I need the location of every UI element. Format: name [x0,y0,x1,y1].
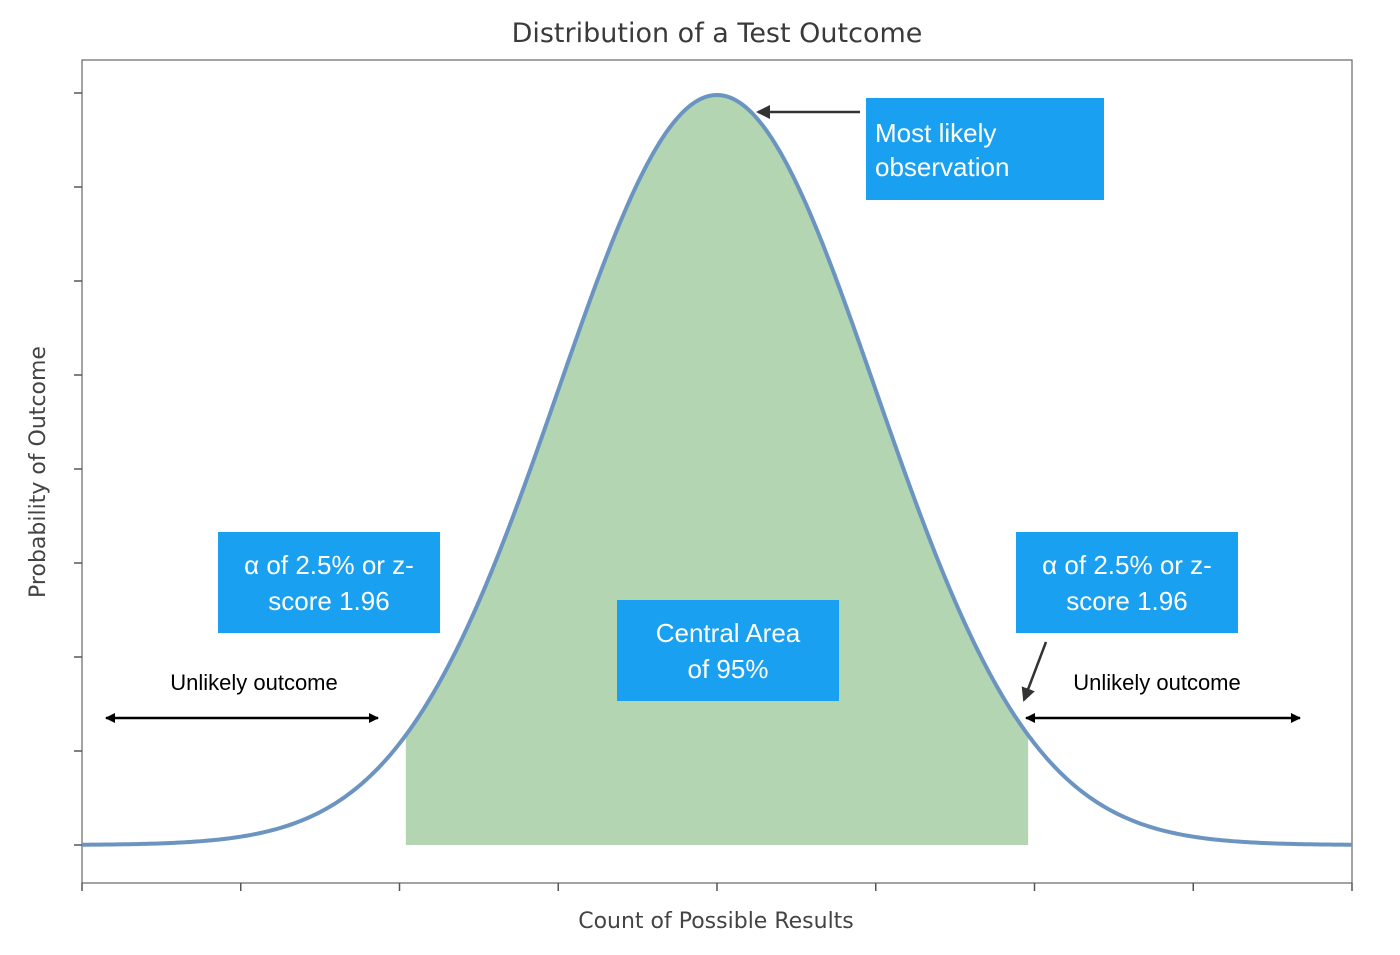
central-box [617,600,839,701]
right-tail-label: Unlikely outcome [1073,670,1241,695]
x-axis-label: Count of Possible Results [578,909,854,934]
central-line2: of 95% [688,654,769,684]
central-area-fill [405,95,1029,845]
peak-annotation: Most likely observation [756,98,1104,200]
left-tail-label: Unlikely outcome [170,670,338,695]
left-alpha-annotation: α of 2.5% or z- score 1.96 [218,532,440,633]
x-axis-ticks [81,883,1353,891]
y-axis-label: Probability of Outcome [26,346,51,598]
right-alpha-arrow [1021,641,1048,702]
y-axis-ticks [74,92,82,846]
right-alpha-line2: score 1.96 [1066,586,1187,616]
left-tail-annotation: Unlikely outcome [105,670,379,723]
left-alpha-box [218,532,440,633]
peak-annotation-line1: Most likely [875,118,996,148]
chart-title: Distribution of a Test Outcome [512,18,923,49]
right-tail-annotation: Unlikely outcome [1025,670,1301,723]
right-alpha-annotation: α of 2.5% or z- score 1.96 [1016,532,1238,702]
peak-annotation-box [866,98,1104,200]
peak-annotation-line2: observation [875,152,1009,182]
left-alpha-line2: score 1.96 [268,586,389,616]
normal-curve [81,92,1353,847]
central-annotation: Central Area of 95% [617,600,839,701]
right-alpha-box [1016,532,1238,633]
central-line1: Central Area [656,618,801,648]
right-alpha-line1: α of 2.5% or z- [1042,550,1212,580]
left-alpha-line1: α of 2.5% or z- [244,550,414,580]
